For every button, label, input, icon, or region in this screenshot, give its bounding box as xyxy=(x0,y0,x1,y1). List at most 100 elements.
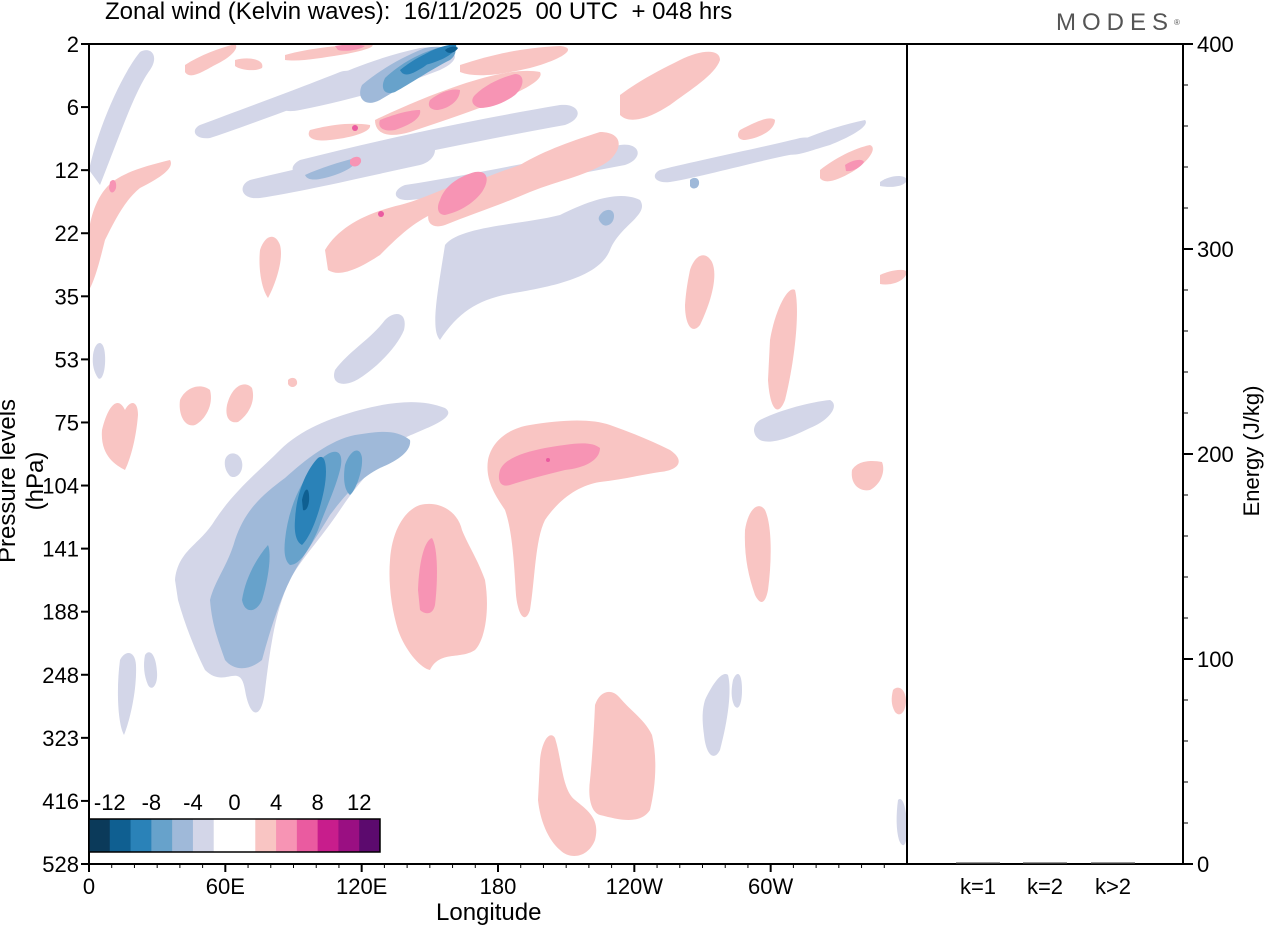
contour-region xyxy=(101,402,138,470)
colorbar-label: 12 xyxy=(347,790,371,815)
energy-axis: 0 100 200 300 400 xyxy=(1183,32,1234,877)
contour-region xyxy=(144,652,158,688)
energy-category-label: k=1 xyxy=(960,874,996,899)
energy-tick-label: 400 xyxy=(1197,32,1234,57)
contour-region xyxy=(880,269,907,285)
energy-bar xyxy=(1023,862,1067,864)
colorbar-swatch xyxy=(89,819,111,852)
contour-region xyxy=(880,176,907,187)
y-axis: 2 6 12 22 35 53 75 104 141 188 248 323 416 528 xyxy=(42,32,89,877)
brand-logo: MODES® xyxy=(1056,8,1180,38)
energy-panel-frame xyxy=(906,43,1184,865)
contour-region xyxy=(896,799,907,846)
contour-region xyxy=(185,44,237,76)
contour-region xyxy=(89,50,155,186)
colorbar-swatch xyxy=(213,819,235,852)
y-tick-label: 528 xyxy=(42,852,79,877)
colorbar-label: -4 xyxy=(183,790,203,815)
contour-region xyxy=(350,156,362,167)
energy-tick-label: 200 xyxy=(1197,442,1234,467)
x-tick-label: 60W xyxy=(748,874,793,899)
contour-region xyxy=(428,89,460,110)
contour-region xyxy=(428,132,619,227)
contour-region xyxy=(292,104,578,176)
contour-region xyxy=(325,185,459,273)
x-tick-label: 120E xyxy=(336,874,387,899)
colorbar-swatch xyxy=(359,819,381,852)
contour-region xyxy=(305,158,357,180)
x-tick-label: 60E xyxy=(206,874,245,899)
colorbar-label: 4 xyxy=(270,790,282,815)
contour-region xyxy=(109,180,117,193)
energy-axis-label: Energy (J/kg) xyxy=(1239,385,1264,517)
contour-region xyxy=(891,687,906,715)
contour-region xyxy=(242,545,270,611)
contour-region xyxy=(334,314,405,384)
y-tick-label: 2 xyxy=(67,32,79,57)
weak-positive-regions xyxy=(89,44,907,856)
contour-region xyxy=(685,255,715,329)
x-axis-label: Longitude xyxy=(436,899,542,926)
colorbar-swatch xyxy=(130,819,152,852)
y-tick-label: 248 xyxy=(42,663,79,688)
energy-bar xyxy=(1091,862,1135,864)
contour-region xyxy=(737,118,775,140)
contour-region xyxy=(546,458,550,462)
contour-region xyxy=(335,44,365,51)
contour-region xyxy=(472,74,523,108)
colorbar-swatch xyxy=(192,819,215,852)
chart-title: Zonal wind (Kelvin waves): 16/11/2025 00… xyxy=(105,0,733,25)
contour-region xyxy=(378,211,384,217)
contour-region xyxy=(690,177,700,189)
contour-field xyxy=(89,44,907,856)
y-tick-label: 22 xyxy=(55,221,79,246)
contour-region xyxy=(851,460,884,491)
y-tick-label: 35 xyxy=(55,284,79,309)
contour-region xyxy=(820,145,873,182)
colorbar-label: -12 xyxy=(94,790,126,815)
contour-region xyxy=(89,160,171,290)
colorbar-swatch xyxy=(109,819,132,852)
contour-region xyxy=(754,400,834,442)
y-tick-label: 323 xyxy=(42,726,79,751)
contour-region xyxy=(418,538,437,614)
contour-region xyxy=(538,735,597,856)
contour-region xyxy=(768,289,797,410)
contour-region xyxy=(498,443,600,486)
colorbar-swatch xyxy=(151,819,173,852)
y-tick-label: 188 xyxy=(42,600,79,625)
contour-region xyxy=(780,120,866,155)
contour-region xyxy=(288,377,298,387)
contour-region xyxy=(845,159,864,172)
moderate-positive-regions xyxy=(109,44,864,614)
contour-region xyxy=(589,691,656,820)
colorbar: -12 -8 -4 0 4 8 12 xyxy=(88,790,381,853)
contour-region xyxy=(179,386,211,426)
contour-region xyxy=(224,453,243,478)
y-tick-label: 416 xyxy=(42,789,79,814)
energy-category-label: k>2 xyxy=(1095,874,1131,899)
colorbar-label: -8 xyxy=(142,790,162,815)
x-tick-label: 0 xyxy=(83,874,95,899)
contour-region xyxy=(654,137,818,183)
colorbar-frame xyxy=(88,818,381,853)
contour-region xyxy=(344,450,363,495)
extreme-negative-regions xyxy=(302,46,458,511)
y-tick-label: 6 xyxy=(67,95,79,120)
contour-region xyxy=(598,209,614,226)
energy-category-label: k=2 xyxy=(1027,874,1063,899)
strong-positive-regions xyxy=(352,125,550,462)
y-axis-label: Pressure levels (hPa) xyxy=(0,398,49,564)
y-tick-label: 141 xyxy=(42,537,79,562)
contour-region xyxy=(235,58,263,71)
x-tick-label: 120W xyxy=(606,874,664,899)
contour-region xyxy=(445,46,458,53)
contour-region xyxy=(92,342,106,379)
contour-region xyxy=(259,236,281,298)
energy-bars: k=1 k=2 k>2 xyxy=(956,862,1135,899)
colorbar-label: 0 xyxy=(228,790,240,815)
contour-region xyxy=(379,110,421,131)
colorbar-swatch xyxy=(338,819,360,852)
brand-registered-mark: ® xyxy=(1174,18,1180,27)
